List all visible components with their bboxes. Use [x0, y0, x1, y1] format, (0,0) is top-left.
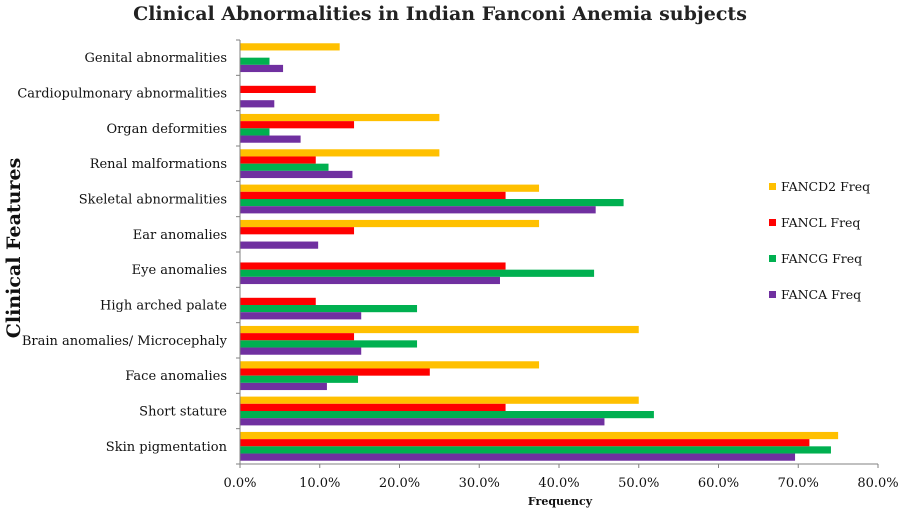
x-tick-label: 10.0%: [299, 476, 340, 491]
category-label-brain-anomalies-microcephaly: Brain anomalies/ Microcephaly: [22, 334, 228, 349]
bar-fancg-freq-face-anomalies: [240, 375, 359, 383]
bar-fancl-freq-renal-malformations: [240, 156, 316, 164]
bar-fancd2-freq-face-anomalies: [240, 361, 540, 369]
bar-fanca-freq-genital-abnormalities: [240, 64, 284, 73]
legend-label-fancg-freq: FANCG Freq: [781, 251, 862, 266]
bar-fancg-freq-eye-anomalies: [240, 269, 595, 277]
category-label-eye-anomalies: Eye anomalies: [132, 263, 227, 278]
bar-fancd2-freq-organ-deformities: [240, 113, 440, 122]
legend-swatch-fancl-freq: [769, 219, 776, 226]
x-tick-label: 30.0%: [459, 476, 500, 491]
x-tick-label: 60.0%: [698, 476, 739, 491]
bar-fanca-freq-ear-anomalies: [240, 241, 319, 249]
category-label-skeletal-abnormalities: Skeletal abnormalities: [79, 193, 227, 208]
bar-fancg-freq-short-stature: [240, 411, 654, 419]
bar-fancl-freq-cardiopulmonary-abnormalities: [240, 85, 316, 93]
bar-fancd2-freq-skeletal-abnormalities: [240, 184, 540, 192]
bar-fancl-freq-ear-anomalies: [240, 227, 355, 235]
bar-fancd2-freq-skin-pigmentation: [240, 431, 839, 440]
bar-fancl-freq-face-anomalies: [240, 368, 430, 376]
bar-fancd2-freq-genital-abnormalities: [240, 43, 340, 51]
x-tick-label: 70.0%: [778, 476, 819, 491]
bar-fancl-freq-brain-anomalies-microcephaly: [240, 333, 355, 341]
x-tick-label: 50.0%: [618, 476, 659, 491]
bar-fanca-freq-skeletal-abnormalities: [240, 206, 596, 214]
bar-fanca-freq-short-stature: [240, 418, 605, 426]
bar-fanca-freq-face-anomalies: [240, 382, 327, 391]
bar-fanca-freq-eye-anomalies: [240, 276, 500, 285]
bar-fanca-freq-renal-malformations: [240, 170, 353, 179]
bar-fancl-freq-organ-deformities: [240, 121, 355, 129]
bar-fanca-freq-skin-pigmentation: [240, 453, 796, 461]
category-label-renal-malformations: Renal malformations: [90, 157, 227, 172]
legend-swatch-fanca-freq: [769, 291, 776, 298]
bar-fancg-freq-skeletal-abnormalities: [240, 199, 624, 207]
bar-fancg-freq-genital-abnormalities: [240, 57, 270, 65]
legend-swatch-fancg-freq: [769, 255, 776, 262]
bar-fanca-freq-brain-anomalies-microcephaly: [240, 347, 362, 355]
x-tick-labels: 0.0% 10.0% 20.0% 30.0% 40.0% 50.0% 60.0% 70.0% 8…: [223, 476, 898, 491]
x-tick-label: 80.0%: [857, 476, 898, 491]
category-labels: Genital abnormalities Cardiopulmonary abn…: [17, 51, 227, 455]
bar-fancl-freq-short-stature: [240, 403, 506, 411]
bar-fancg-freq-organ-deformities: [240, 128, 270, 136]
bar-fancg-freq-brain-anomalies-microcephaly: [240, 340, 418, 348]
category-label-genital-abnormalities: Genital abnormalities: [85, 51, 228, 66]
category-label-skin-pigmentation: Skin pigmentation: [106, 440, 228, 455]
category-label-organ-deformities: Organ deformities: [106, 122, 227, 137]
bar-fancl-freq-high-arched-palate: [240, 297, 316, 305]
bar-fancl-freq-eye-anomalies: [240, 262, 506, 270]
category-label-ear-anomalies: Ear anomalies: [133, 228, 227, 243]
legend-label-fancl-freq: FANCL Freq: [781, 215, 860, 230]
category-label-face-anomalies: Face anomalies: [125, 369, 227, 384]
bar-fancl-freq-skeletal-abnormalities: [240, 191, 506, 199]
category-label-short-stature: Short stature: [139, 405, 227, 420]
x-tick-label: 0.0%: [223, 476, 256, 491]
axes-group: [236, 39, 879, 468]
bar-fancd2-freq-ear-anomalies: [240, 219, 540, 228]
bar-fancd2-freq-short-stature: [240, 396, 639, 404]
bar-fancd2-freq-brain-anomalies-microcephaly: [240, 325, 639, 334]
bar-fancg-freq-skin-pigmentation: [240, 446, 831, 454]
bar-fanca-freq-high-arched-palate: [240, 312, 362, 320]
bar-fancg-freq-high-arched-palate: [240, 305, 418, 313]
legend-label-fancd2-freq: FANCD2 Freq: [781, 179, 870, 194]
category-label-high-arched-palate: High arched palate: [100, 299, 227, 314]
bar-fancl-freq-skin-pigmentation: [240, 439, 810, 447]
x-axis-title: Frequency: [528, 495, 593, 508]
bar-fancg-freq-renal-malformations: [240, 163, 329, 171]
bar-fancd2-freq-renal-malformations: [240, 149, 440, 157]
bar-fanca-freq-cardiopulmonary-abnormalities: [240, 100, 275, 108]
x-tick-label: 20.0%: [379, 476, 420, 491]
category-label-cardiopulmonary-abnormalities: Cardiopulmonary abnormalities: [17, 87, 227, 102]
legend: FANCD2 Freq FANCL Freq FANCG Freq FANCA Fre…: [769, 179, 870, 302]
x-tick-label: 40.0%: [538, 476, 579, 491]
bar-fanca-freq-organ-deformities: [240, 135, 301, 143]
chart-title: Clinical Abnormalities in Indian Fanconi…: [133, 3, 747, 25]
y-axis-title: Clinical Features: [3, 158, 25, 339]
legend-swatch-fancd2-freq: [769, 183, 776, 190]
bars-group: [240, 43, 839, 461]
legend-label-fanca-freq: FANCA Freq: [781, 287, 861, 302]
